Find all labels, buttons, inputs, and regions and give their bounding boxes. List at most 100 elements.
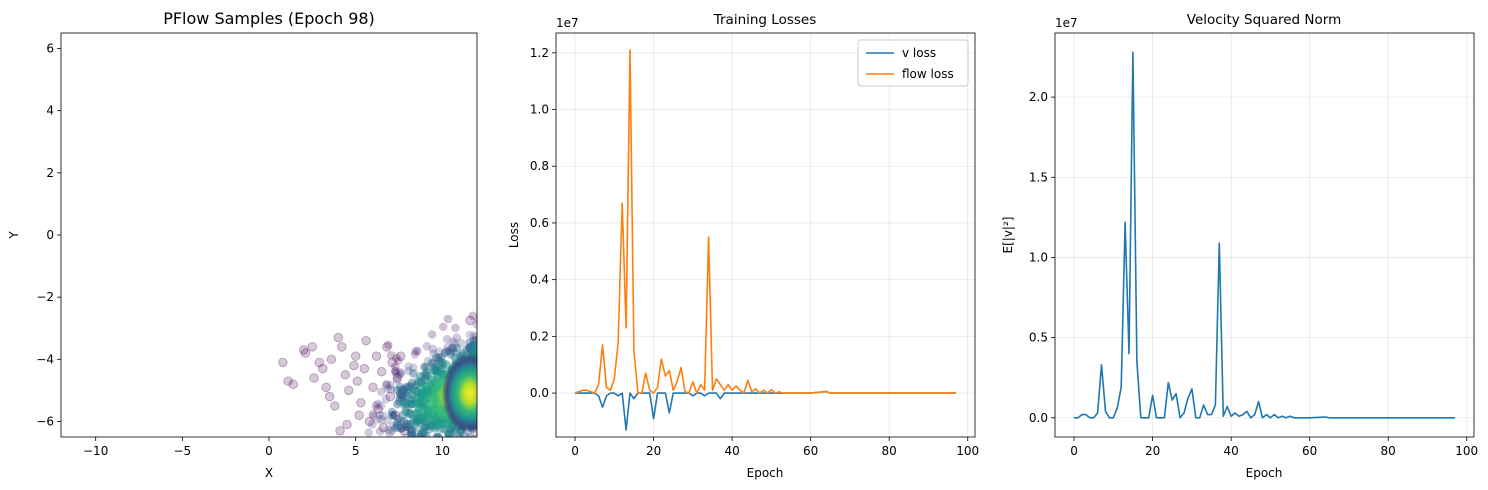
scatter-point [418, 397, 427, 407]
scatter-point [468, 346, 477, 356]
scatter-point [442, 334, 452, 344]
losses-lines [574, 49, 956, 431]
scatter-point [430, 417, 439, 427]
losses-x-tick-label: 100 [956, 444, 979, 458]
scatter-point [376, 401, 386, 411]
scatter-point [432, 366, 442, 376]
scatter-point [422, 415, 432, 424]
scatter-point [391, 362, 400, 372]
scatter-point [330, 401, 340, 411]
scatter-point [488, 368, 497, 377]
scatter-point [361, 335, 371, 346]
velocity-frame [1054, 32, 1475, 438]
scatter-point [431, 398, 441, 408]
scatter-point [424, 409, 434, 419]
scatter-point [467, 440, 476, 449]
scatter-point [435, 365, 445, 374]
scatter-point [396, 367, 405, 377]
scatter-point [478, 355, 487, 364]
scatter-point [517, 356, 526, 365]
scatter-point [494, 338, 503, 347]
scatter-point [485, 394, 494, 403]
losses-legend: v loss flow loss [857, 39, 969, 87]
scatter-point [426, 404, 436, 414]
scatter-point [432, 409, 441, 419]
scatter-point [433, 417, 443, 426]
scatter-point [288, 379, 298, 389]
velocity-x-tick-label: 40 [1223, 444, 1238, 458]
scatter-point [478, 398, 487, 407]
scatter-point [420, 398, 429, 408]
scatter-point [434, 379, 444, 388]
scatter-point [474, 339, 477, 347]
scatter-point [418, 392, 427, 401]
scatter-point [388, 421, 398, 431]
scatter-point [457, 439, 466, 448]
scatter-point [326, 354, 337, 365]
scatter-point [452, 333, 462, 342]
scatter-point [480, 340, 489, 349]
scatter-point [406, 409, 415, 418]
scatter-point [395, 393, 405, 403]
scatter-point [480, 391, 489, 400]
training-losses-panel: 0 20 40 60 80 100 0.0 0.2 0.4 0.6 0.8 1.0 1.2 Train… [507, 12, 979, 480]
scatter-point [493, 394, 502, 403]
scatter-point [484, 389, 493, 398]
scatter-point [476, 430, 477, 435]
scatter-point [479, 345, 488, 354]
scatter-point [487, 349, 496, 358]
scatter-point [433, 394, 443, 403]
scatter-point [483, 358, 492, 367]
scatter-point [478, 350, 487, 359]
scatter-point [485, 384, 494, 393]
scatter-point [391, 366, 400, 376]
scatter-point [495, 350, 504, 359]
scatter-point [481, 340, 490, 349]
scatter-point [480, 364, 489, 373]
scatter-point [375, 427, 385, 436]
scatter-point [486, 370, 495, 379]
scatter-point [427, 421, 436, 431]
scatter-point [412, 386, 422, 396]
scatter-point [382, 342, 392, 352]
scatter-point [497, 364, 506, 373]
scatter-point [501, 347, 510, 356]
losses-x-ticks: 0 20 40 60 80 100 [571, 437, 979, 458]
scatter-point [438, 364, 447, 373]
scatter-point [476, 361, 477, 365]
scatter-point [402, 399, 412, 409]
scatter-point [397, 385, 406, 395]
scatter-point [428, 378, 438, 388]
scatter-point [430, 421, 440, 431]
scatter-y-label: Y [7, 231, 21, 240]
scatter-point [497, 390, 506, 399]
scatter-point [417, 411, 427, 421]
scatter-point [476, 349, 477, 354]
scatter-point [411, 414, 420, 423]
scatter-point [428, 410, 438, 419]
scatter-point [385, 391, 396, 402]
scatter-point [506, 359, 515, 368]
scatter-y-tick-label: −2 [36, 290, 54, 304]
scatter-point [484, 386, 493, 395]
scatter-point [478, 389, 487, 398]
scatter-point [367, 419, 377, 429]
scatter-point [489, 350, 498, 359]
scatter-point [399, 426, 409, 436]
losses-y-ticks: 0.0 0.2 0.4 0.6 0.8 1.0 1.2 [530, 46, 556, 400]
scatter-point [485, 402, 494, 411]
scatter-point [488, 344, 497, 353]
scatter-point [432, 353, 441, 362]
scatter-point [480, 348, 489, 357]
scatter-point [368, 382, 378, 392]
scatter-point [438, 418, 447, 428]
scatter-point [399, 416, 409, 426]
scatter-point [486, 347, 495, 356]
scatter-point [494, 387, 503, 396]
scatter-point [426, 374, 436, 384]
scatter-point [422, 387, 431, 396]
scatter-point [493, 422, 502, 431]
losses-y-tick-label: 1.2 [530, 46, 549, 60]
scatter-point [425, 387, 434, 396]
scatter-point [432, 399, 442, 408]
